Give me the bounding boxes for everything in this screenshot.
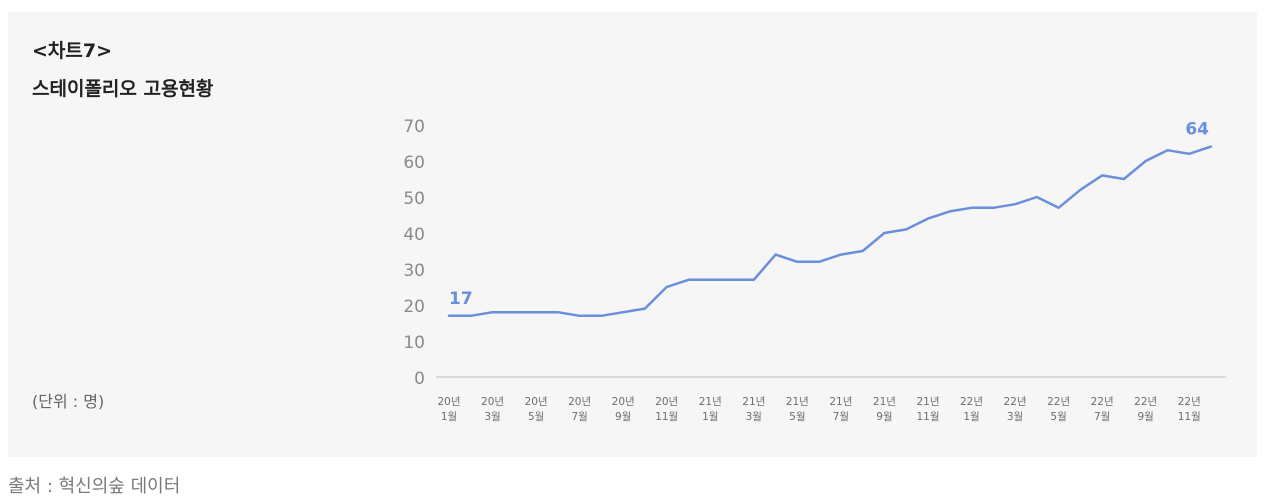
x-tick-label-year: 22년 <box>1178 396 1201 408</box>
x-tick-label-month: 5월 <box>789 411 805 423</box>
y-tick-label: 10 <box>403 333 425 353</box>
x-tick-label-month: 7월 <box>833 411 849 423</box>
x-tick-label-year: 21년 <box>786 396 809 408</box>
x-tick-label-year: 22년 <box>1047 396 1070 408</box>
y-tick-label: 70 <box>403 117 425 137</box>
x-tick-label-month: 7월 <box>1094 411 1110 423</box>
x-tick-label-year: 20년 <box>655 396 678 408</box>
x-tick-label-month: 11월 <box>655 411 678 423</box>
data-label: 17 <box>449 289 473 309</box>
x-tick-label-month: 3월 <box>1007 411 1023 423</box>
data-label: 64 <box>1185 120 1209 140</box>
x-tick-label-month: 11월 <box>916 411 939 423</box>
x-tick-label-year: 22년 <box>1004 396 1027 408</box>
chart-label: <차트7> <box>32 40 113 62</box>
x-tick-label-month: 5월 <box>1050 411 1066 423</box>
chart-title: 스테이폴리오 고용현황 <box>32 78 214 100</box>
x-tick-label-month: 9월 <box>876 411 892 423</box>
line-chart: 0 10 20 30 40 50 60 70 20년 1월 20년 3월 20년 5월 20년 7월 20년 9월… <box>403 117 1226 423</box>
x-tick-label-month: 1월 <box>441 411 457 423</box>
x-tick-label-year: 20년 <box>437 396 460 408</box>
y-tick-label: 20 <box>403 297 425 317</box>
x-tick-label-year: 22년 <box>1091 396 1114 408</box>
x-tick-label-year: 21년 <box>829 396 852 408</box>
x-tick-label-year: 20년 <box>568 396 591 408</box>
y-tick-label: 30 <box>403 261 425 281</box>
x-tick-label-year: 21년 <box>916 396 939 408</box>
source-text: 출처 : 혁신의숲 데이터 <box>8 476 181 497</box>
x-tick-label-year: 21년 <box>873 396 896 408</box>
x-tick-label-month: 9월 <box>615 411 631 423</box>
chart-panel <box>8 12 1257 457</box>
x-tick-label-month: 5월 <box>528 411 544 423</box>
y-tick-label: 40 <box>403 225 425 245</box>
x-tick-label-month: 1월 <box>702 411 718 423</box>
x-tick-label-month: 3월 <box>484 411 500 423</box>
x-tick-label-month: 1월 <box>963 411 979 423</box>
y-tick-label: 0 <box>414 369 425 389</box>
x-tick-label-year: 22년 <box>960 396 983 408</box>
y-tick-label: 60 <box>403 153 425 173</box>
x-tick-label-month: 9월 <box>1138 411 1154 423</box>
series-line <box>447 145 1213 318</box>
x-tick-label-year: 21년 <box>742 396 765 408</box>
x-tick-label-month: 11월 <box>1178 411 1201 423</box>
y-tick-label: 50 <box>403 189 425 209</box>
x-tick-label-month: 7월 <box>571 411 587 423</box>
x-tick-label-year: 22년 <box>1134 396 1157 408</box>
x-tick-label-year: 20년 <box>612 396 635 408</box>
x-tick-label-year: 20년 <box>525 396 548 408</box>
unit-label: (단위 : 명) <box>32 392 105 411</box>
x-tick-label-year: 21년 <box>699 396 722 408</box>
x-tick-label-month: 3월 <box>746 411 762 423</box>
x-tick-label-year: 20년 <box>481 396 504 408</box>
